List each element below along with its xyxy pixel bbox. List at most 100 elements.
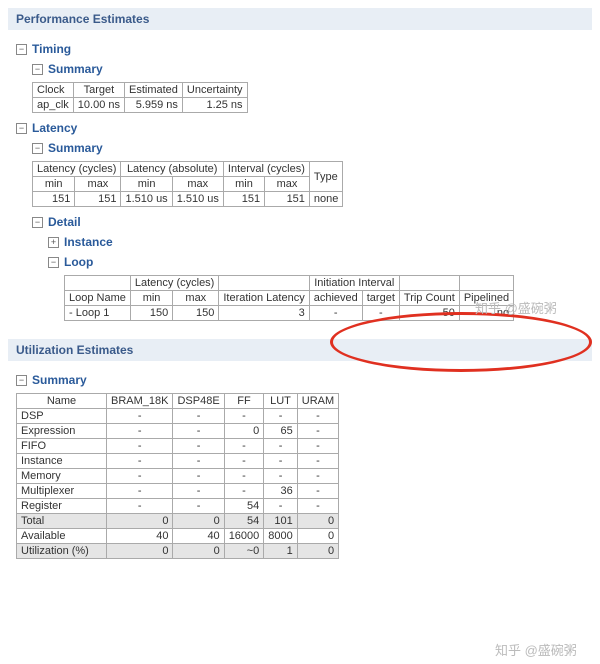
instance-toggle[interactable]: + [48, 237, 59, 248]
table-row: Loop Name min max Iteration Latency achi… [65, 291, 514, 306]
grp-empty [459, 276, 513, 291]
latency-summary-table: Latency (cycles) Latency (absolute) Inte… [32, 161, 343, 207]
col-max: max [173, 291, 219, 306]
cell: 1 [264, 544, 297, 559]
col-min: min [130, 291, 172, 306]
cell: - [264, 499, 297, 514]
cell: - [297, 469, 338, 484]
cell: - [107, 484, 173, 499]
cell: - [297, 424, 338, 439]
timing-summary-row: − Summary [32, 62, 584, 76]
cell: 101 [264, 514, 297, 529]
cell: Utilization (%) [17, 544, 107, 559]
cell: 0 [173, 544, 224, 559]
cell: 151 [75, 192, 121, 207]
col-ff: FF [224, 394, 264, 409]
col-bram: BRAM_18K [107, 394, 173, 409]
table-row: Multiplexer---36- [17, 484, 339, 499]
timing-summary-toggle[interactable]: − [32, 64, 43, 75]
cell: Instance [17, 454, 107, 469]
available-row: Available40401600080000 [17, 529, 339, 544]
grp-latency-abs: Latency (absolute) [121, 162, 223, 177]
grp-empty [399, 276, 459, 291]
timing-toggle[interactable]: − [16, 44, 27, 55]
cell: - [224, 484, 264, 499]
timing-table: Clock Target Estimated Uncertainty ap_cl… [32, 82, 248, 113]
detail-toggle[interactable]: − [32, 217, 43, 228]
cell: 3 [219, 306, 309, 321]
util-content: − Summary Name BRAM_18K DSP48E FF LUT UR… [8, 367, 592, 577]
cell: 54 [224, 514, 264, 529]
table-row: 151 151 1.510 us 1.510 us 151 151 none [33, 192, 343, 207]
table-row: ap_clk 10.00 ns 5.959 ns 1.25 ns [33, 98, 248, 113]
table-row: Latency (cycles) Initiation Interval [65, 276, 514, 291]
cell: 10.00 ns [73, 98, 124, 113]
cell: ~0 [224, 544, 264, 559]
cell: 0 [107, 514, 173, 529]
cell: Register [17, 499, 107, 514]
util-table: Name BRAM_18K DSP48E FF LUT URAM DSP----… [16, 393, 339, 559]
cell: 1.510 us [121, 192, 172, 207]
cell: - [264, 439, 297, 454]
col-target: target [362, 291, 399, 306]
col-dsp: DSP48E [173, 394, 224, 409]
col-name: Name [17, 394, 107, 409]
table-row: Clock Target Estimated Uncertainty [33, 83, 248, 98]
table-row: Memory----- [17, 469, 339, 484]
cell: 54 [224, 499, 264, 514]
grp-latency-cycles: Latency (cycles) [130, 276, 218, 291]
util-header: Utilization Estimates [8, 339, 592, 361]
table-row: FIFO----- [17, 439, 339, 454]
cell: - [173, 424, 224, 439]
table-row: Instance----- [17, 454, 339, 469]
cell: - [107, 469, 173, 484]
col-max: max [172, 177, 223, 192]
detail-heading[interactable]: Detail [48, 215, 81, 229]
cell: 151 [265, 192, 310, 207]
detail-body: + Instance − Loop Latency (cycles) Initi… [48, 235, 584, 321]
cell: DSP [17, 409, 107, 424]
loop-body: Latency (cycles) Initiation Interval Loo… [64, 275, 584, 321]
timing-summary-heading[interactable]: Summary [48, 62, 103, 76]
cell: - [173, 469, 224, 484]
latency-summary-toggle[interactable]: − [32, 143, 43, 154]
col-loopname: Loop Name [65, 291, 131, 306]
instance-heading[interactable]: Instance [64, 235, 113, 249]
cell: 150 [130, 306, 172, 321]
timing-heading[interactable]: Timing [32, 42, 71, 56]
util-title: Utilization Estimates [16, 343, 133, 357]
grp-empty [65, 276, 131, 291]
util-summary-heading[interactable]: Summary [32, 373, 87, 387]
latency-toggle[interactable]: − [16, 123, 27, 134]
loop-row: − Loop [48, 255, 584, 269]
cell: - [173, 454, 224, 469]
table-row: min max min max min max [33, 177, 343, 192]
cell: none [309, 192, 342, 207]
col-estimated: Estimated [125, 83, 183, 98]
cell: - Loop 1 [65, 306, 131, 321]
latency-heading[interactable]: Latency [32, 121, 77, 135]
cell: 0 [297, 514, 338, 529]
cell: - [224, 469, 264, 484]
latency-summary-heading[interactable]: Summary [48, 141, 103, 155]
col-min: min [33, 177, 75, 192]
cell: - [297, 484, 338, 499]
cell: - [107, 409, 173, 424]
util-summary-row: − Summary [16, 373, 584, 387]
cell: FIFO [17, 439, 107, 454]
cell: ap_clk [33, 98, 74, 113]
cell: - [173, 439, 224, 454]
loop-heading[interactable]: Loop [64, 255, 93, 269]
cell: 65 [264, 424, 297, 439]
col-lut: LUT [264, 394, 297, 409]
cell: 1.510 us [172, 192, 223, 207]
util-summary-toggle[interactable]: − [16, 375, 27, 386]
cell: - [264, 454, 297, 469]
cell: - [107, 499, 173, 514]
col-tripcount: Trip Count [399, 291, 459, 306]
cell: - [107, 424, 173, 439]
cell: - [224, 454, 264, 469]
cell: no [459, 306, 513, 321]
cell: 5.959 ns [125, 98, 183, 113]
loop-toggle[interactable]: − [48, 257, 59, 268]
